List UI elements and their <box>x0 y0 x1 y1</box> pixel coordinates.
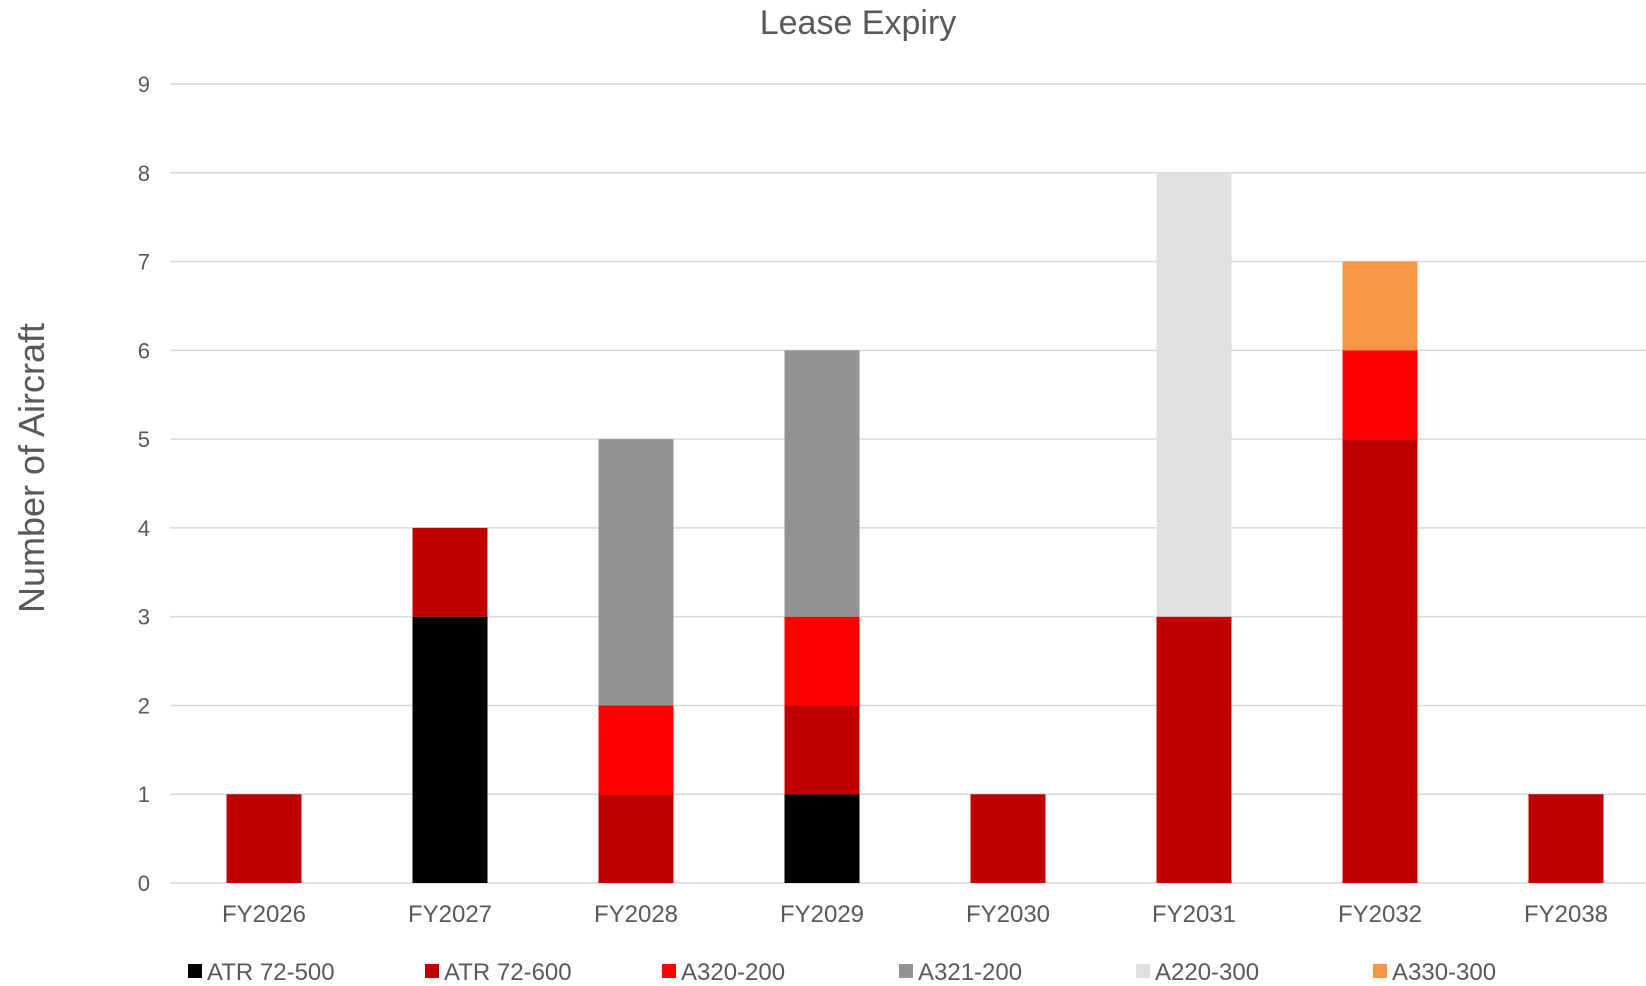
legend-swatch <box>1136 964 1150 978</box>
bar-segment <box>1156 616 1232 883</box>
x-tick-label: FY2032 <box>1338 901 1422 928</box>
bar-segment <box>1156 172 1232 617</box>
bar-segment <box>598 439 674 706</box>
y-tick-label: 2 <box>138 693 150 718</box>
legend-swatch <box>662 964 676 978</box>
bar-segment <box>412 616 488 883</box>
bar-segment <box>784 794 860 883</box>
gridlines <box>170 83 1646 884</box>
bar-segment <box>412 527 488 617</box>
x-tick-label: FY2029 <box>780 901 864 928</box>
bar-segment <box>784 705 860 795</box>
bar-segment <box>784 616 860 706</box>
legend-label: ATR 72-500 <box>207 959 335 986</box>
bar-segment <box>1342 261 1418 351</box>
bar-segment <box>1528 794 1604 883</box>
legend-swatch <box>899 964 913 978</box>
y-tick-label: 7 <box>138 250 150 275</box>
bar-segment <box>1342 439 1418 883</box>
y-tick-label: 9 <box>138 72 150 97</box>
bar-segment <box>970 794 1046 883</box>
x-tick-label: FY2027 <box>408 901 492 928</box>
x-tick-label: FY2026 <box>222 901 306 928</box>
legend: ATR 72-500 ATR 72-600 A320-200 A321-200 A220… <box>188 959 1496 986</box>
y-tick-labels: 0 1 2 3 4 5 6 7 8 9 <box>138 72 150 896</box>
legend-swatch <box>1373 964 1387 978</box>
x-tick-label: FY2031 <box>1152 901 1236 928</box>
y-tick-label: 6 <box>138 338 150 363</box>
bar-segment <box>226 794 302 883</box>
y-tick-label: 3 <box>138 605 150 630</box>
legend-swatch <box>188 964 202 978</box>
y-tick-label: 8 <box>138 161 150 186</box>
bar-segment <box>598 794 674 883</box>
bar-segment <box>1342 350 1418 440</box>
y-tick-label: 5 <box>138 427 150 452</box>
bars <box>226 172 1604 883</box>
bar-segment <box>598 705 674 795</box>
chart-title: Lease Expiry <box>760 4 957 42</box>
y-tick-label: 1 <box>138 782 150 807</box>
y-tick-label: 0 <box>138 871 150 896</box>
x-tick-label: FY2028 <box>594 901 678 928</box>
legend-label: A321-200 <box>918 959 1022 986</box>
legend-label: A220-300 <box>1155 959 1259 986</box>
x-tick-label: FY2038 <box>1524 901 1608 928</box>
x-tick-label: FY2030 <box>966 901 1050 928</box>
legend-label: A320-200 <box>681 959 785 986</box>
legend-label: A330-300 <box>1392 959 1496 986</box>
legend-swatch <box>425 964 439 978</box>
y-axis-label: Number of Aircraft <box>11 323 52 613</box>
x-tick-labels: FY2026 FY2027 FY2028 FY2029 FY2030 FY2031 FY20… <box>222 901 1608 928</box>
y-tick-label: 4 <box>138 516 150 541</box>
bar-segment <box>784 350 860 617</box>
legend-label: ATR 72-600 <box>444 959 572 986</box>
